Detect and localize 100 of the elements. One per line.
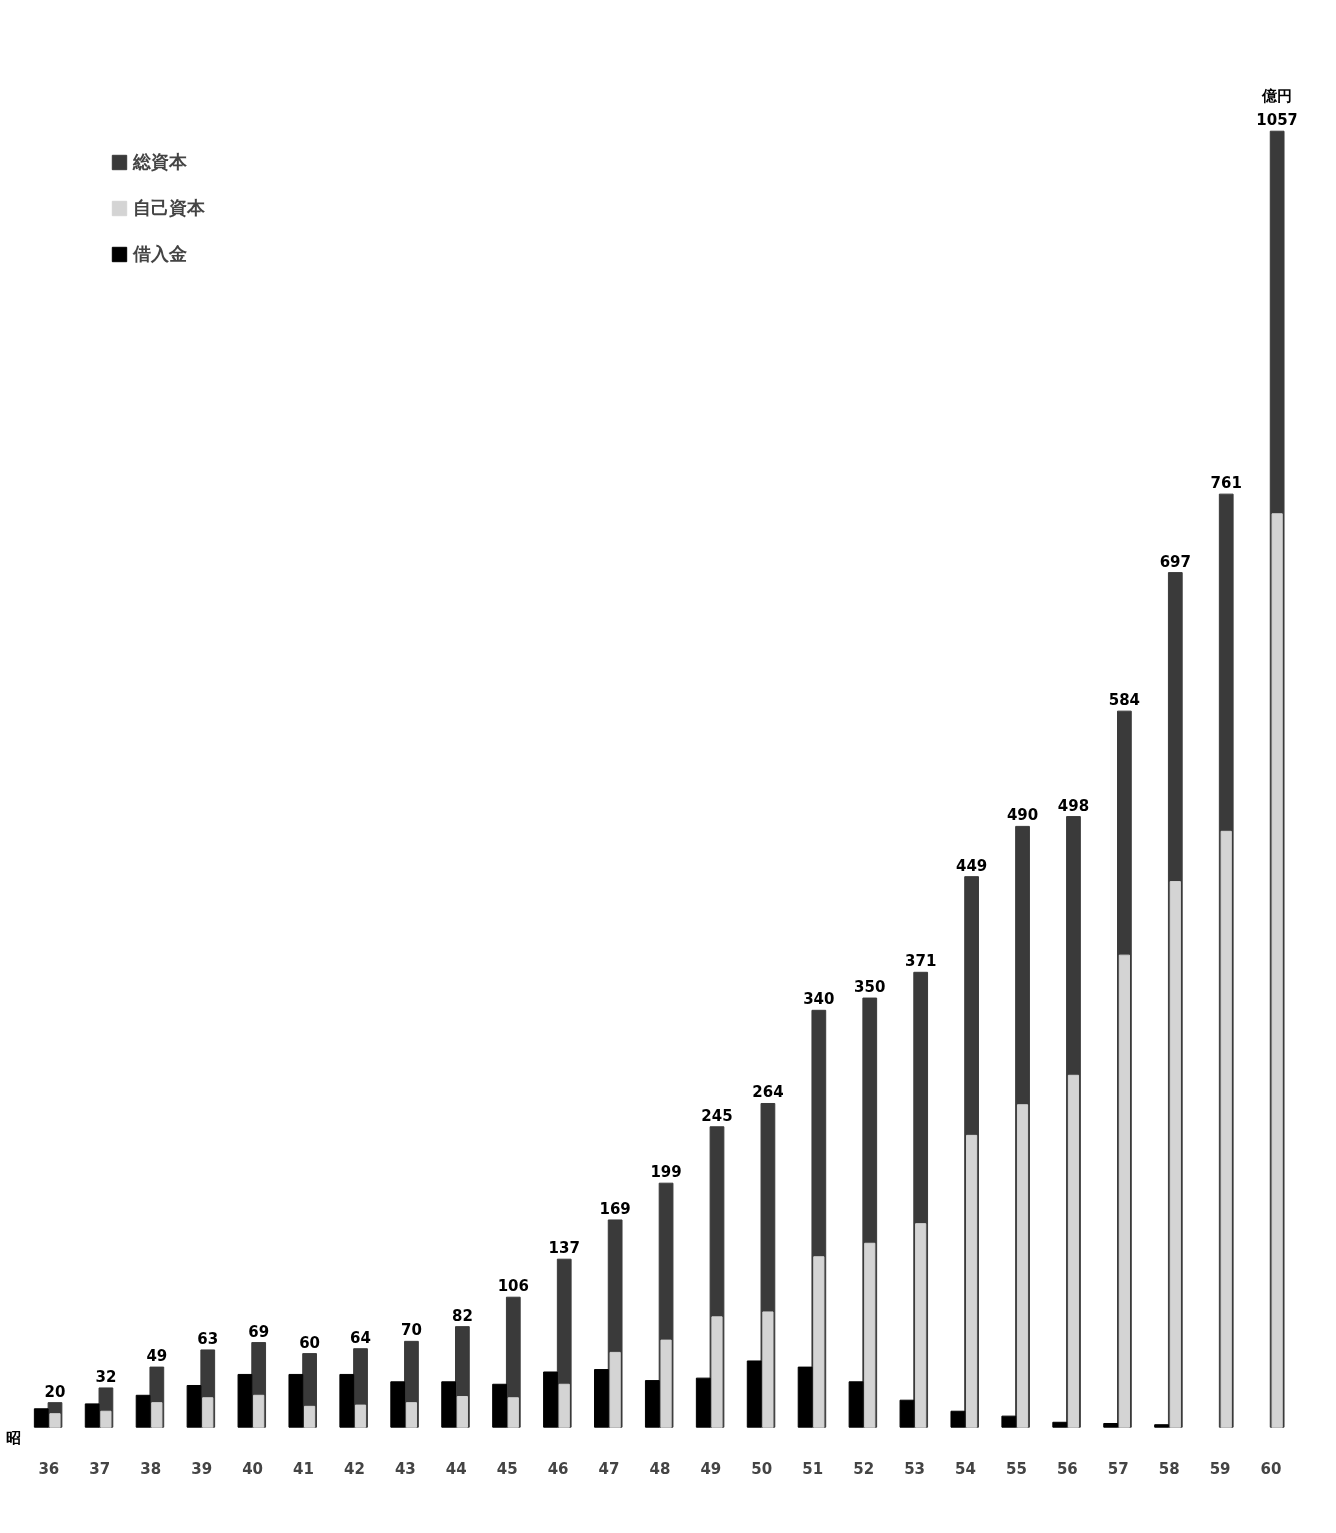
data-label: 137	[548, 1239, 580, 1258]
x-tick-label: 44	[445, 1459, 467, 1478]
x-tick-label: 42	[343, 1459, 365, 1478]
x-tick-label: 48	[649, 1459, 671, 1478]
x-tick-label: 50	[751, 1459, 773, 1478]
x-tick-label: 45	[496, 1459, 518, 1478]
bar	[84, 1403, 100, 1428]
x-tick-label: 53	[904, 1459, 926, 1478]
bar	[1220, 830, 1232, 1428]
x-tick-label: 46	[547, 1459, 569, 1478]
bar	[695, 1377, 711, 1428]
bar	[1154, 1424, 1169, 1428]
x-tick-label: 43	[394, 1459, 416, 1478]
data-label: 70	[401, 1321, 422, 1340]
bar	[304, 1405, 316, 1428]
bar	[1118, 954, 1130, 1428]
bar	[288, 1373, 304, 1428]
x-tick-label: 57	[1107, 1459, 1129, 1478]
data-label: 371	[905, 952, 937, 971]
bar	[558, 1383, 570, 1428]
data-label: 264	[752, 1083, 784, 1102]
data-label: 69	[248, 1322, 270, 1341]
data-label: 32	[95, 1367, 117, 1386]
data-label: 498	[1057, 796, 1090, 815]
bar	[390, 1381, 406, 1428]
bar	[339, 1373, 355, 1428]
bar	[594, 1369, 609, 1428]
data-label: 60	[299, 1333, 321, 1352]
bar	[507, 1397, 519, 1428]
x-tick-label: 38	[140, 1459, 162, 1478]
data-label: 350	[854, 978, 886, 997]
bar	[456, 1396, 468, 1428]
legend-label: 借入金	[133, 243, 187, 266]
bar	[797, 1366, 813, 1428]
bar	[237, 1373, 253, 1428]
x-tick-label: 40	[242, 1459, 264, 1478]
bar	[492, 1383, 507, 1428]
data-label: 340	[803, 990, 835, 1009]
bar	[33, 1408, 49, 1428]
legend-label: 総資本	[133, 151, 187, 174]
x-tick-label: 41	[293, 1459, 314, 1478]
data-label: 761	[1210, 474, 1242, 493]
bar	[186, 1384, 202, 1428]
data-label: 584	[1108, 691, 1141, 710]
x-tick-label: 47	[598, 1459, 620, 1478]
data-label: 199	[650, 1163, 682, 1182]
bar	[864, 1242, 876, 1428]
bar	[253, 1394, 265, 1428]
data-label: 490	[1006, 806, 1039, 825]
data-label: 82	[451, 1306, 473, 1325]
bar	[1067, 1074, 1080, 1428]
bar	[1052, 1421, 1068, 1428]
x-axis-title: 昭	[5, 1429, 21, 1448]
data-label: 169	[599, 1199, 631, 1218]
data-label: 49	[146, 1347, 168, 1366]
x-tick-label: 59	[1209, 1459, 1231, 1478]
data-label: 64	[350, 1328, 371, 1347]
bar	[915, 1223, 927, 1428]
x-tick-label: 37	[89, 1459, 111, 1478]
x-tick-label: 49	[700, 1459, 722, 1478]
bar	[135, 1394, 151, 1428]
bar	[100, 1410, 112, 1428]
bar	[1016, 1104, 1029, 1428]
bar	[950, 1410, 966, 1428]
bar	[1103, 1422, 1118, 1428]
bar	[1001, 1415, 1017, 1428]
x-tick-label: 60	[1260, 1459, 1282, 1478]
bar	[202, 1397, 214, 1428]
x-tick-label: 51	[802, 1459, 824, 1478]
bar	[354, 1404, 367, 1428]
data-label: 63	[197, 1329, 219, 1348]
x-tick-label: 39	[191, 1459, 213, 1478]
data-label: 449	[955, 856, 988, 875]
bar	[711, 1316, 723, 1428]
x-tick-label: 52	[853, 1459, 875, 1478]
bar	[848, 1381, 864, 1428]
legend-label: 自己資本	[133, 197, 205, 220]
bar	[151, 1402, 163, 1428]
bar	[405, 1402, 418, 1428]
bar	[441, 1381, 456, 1428]
x-tick-label: 36	[38, 1459, 60, 1478]
bar	[49, 1413, 61, 1428]
bar	[1271, 513, 1283, 1428]
x-tick-label: 55	[1005, 1459, 1027, 1478]
bar	[543, 1371, 558, 1428]
bar	[660, 1339, 672, 1428]
bar	[762, 1311, 774, 1428]
data-label: 697	[1159, 552, 1191, 571]
bar	[746, 1360, 762, 1428]
data-label: 1057	[1256, 111, 1299, 130]
data-label: 245	[701, 1106, 733, 1125]
x-tick-label: 56	[1056, 1459, 1078, 1478]
x-tick-label: 58	[1158, 1459, 1180, 1478]
bar	[813, 1256, 825, 1428]
bar	[966, 1134, 978, 1428]
bar	[644, 1380, 660, 1428]
x-tick-label: 54	[955, 1459, 976, 1478]
bar	[609, 1351, 621, 1428]
bar	[1169, 881, 1181, 1428]
bar	[899, 1399, 915, 1428]
